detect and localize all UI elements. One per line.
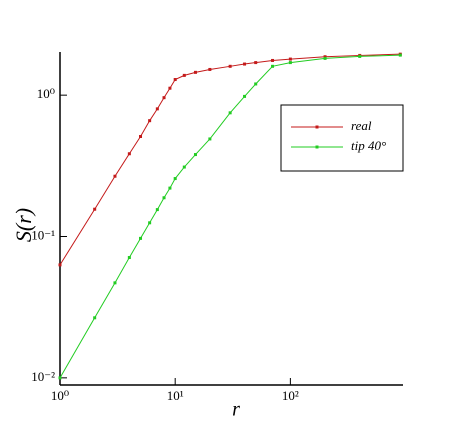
y-tick-label: 10⁻² (31, 369, 55, 384)
point-marker (162, 196, 166, 200)
point-marker (288, 61, 292, 65)
legend-label: real (351, 118, 372, 133)
point-marker (148, 221, 152, 225)
y-tick-label: 10⁰ (37, 86, 55, 101)
point-marker (139, 236, 143, 240)
point-marker (271, 64, 275, 68)
point-marker (113, 281, 117, 285)
point-marker (208, 67, 212, 71)
point-marker (93, 316, 97, 320)
point-marker (193, 153, 197, 157)
legend-label: tip 40° (351, 138, 386, 153)
point-marker (271, 58, 275, 62)
x-tick-label: 10² (282, 388, 299, 403)
x-tick-label: 10¹ (167, 388, 184, 403)
point-marker (323, 56, 327, 60)
point-marker (228, 64, 232, 68)
point-marker (173, 78, 177, 82)
point-marker (182, 73, 186, 77)
point-marker (398, 53, 402, 57)
point-marker (93, 207, 97, 211)
point-marker (127, 152, 131, 156)
x-axis-label: r (232, 399, 240, 421)
point-marker (254, 61, 258, 65)
legend-marker (315, 145, 319, 149)
point-marker (127, 256, 131, 260)
point-marker (139, 134, 143, 138)
point-marker (323, 55, 327, 59)
legend-box (280, 104, 404, 172)
point-marker (113, 174, 117, 178)
point-marker (243, 94, 247, 98)
point-marker (243, 62, 247, 66)
point-marker (228, 111, 232, 115)
point-marker (168, 86, 172, 90)
point-marker (162, 96, 166, 100)
y-axis-label: S(r) (11, 208, 36, 242)
point-marker (155, 208, 159, 212)
point-marker (193, 70, 197, 74)
point-marker (148, 119, 152, 123)
x-tick-label: 10⁰ (51, 388, 69, 403)
point-marker (358, 54, 362, 58)
point-marker (288, 57, 292, 61)
point-marker (58, 376, 62, 380)
point-marker (182, 165, 186, 169)
series-line (59, 54, 401, 379)
point-marker (254, 82, 258, 86)
legend-marker (315, 125, 319, 129)
point-marker (155, 107, 159, 111)
point-marker (208, 137, 212, 141)
y-tick-label: 10⁻¹ (31, 227, 55, 242)
point-marker (173, 177, 177, 181)
point-marker (168, 186, 172, 190)
point-marker (58, 263, 62, 267)
